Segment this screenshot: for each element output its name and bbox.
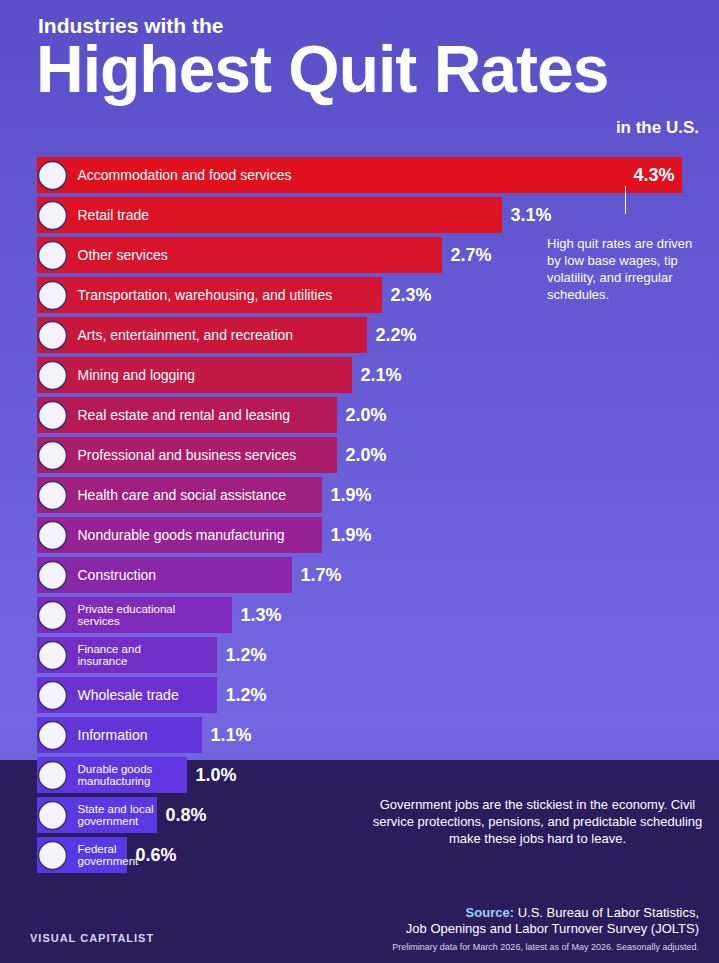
svg-text:3.1%: 3.1% [511,205,552,225]
html-text:Source: U.S. Bureau of Labor S: Source: U.S. Bureau of Labor Statistics,… [405,905,699,937]
svg-text:Private educationalservices: Private educationalservices [78,603,176,627]
html-text:in the U.S.: in the U.S. [615,118,699,137]
svg-text:0.8%: 0.8% [166,805,207,825]
svg-text:Information: Information [78,727,148,743]
html-text:High quit rates are driven by: High quit rates are driven by low base w… [547,236,693,302]
svg-text:Real estate and rental and lea: Real estate and rental and leasing [78,407,290,423]
svg-text:1.7%: 1.7% [301,565,342,585]
svg-text:1.2%: 1.2% [226,645,267,665]
svg-text:Retail trade: Retail trade [78,207,150,223]
svg-text:Accommodation and food service: Accommodation and food services [78,167,292,183]
svg-text:1.9%: 1.9% [331,485,372,505]
svg-text:Other services: Other services [78,247,168,263]
svg-text:Federalgovernment: Federalgovernment [78,843,140,867]
svg-text:1.2%: 1.2% [226,685,267,705]
html-text:VISUAL CAPITALIST: VISUAL CAPITALIST [30,932,155,944]
svg-text:Finance andinsurance: Finance andinsurance [78,643,141,667]
svg-text:4.3%: 4.3% [633,165,674,185]
svg-text:2.7%: 2.7% [451,245,492,265]
svg-text:Construction: Construction [78,567,157,583]
html-text:Highest Quit Rates: Highest Quit Rates [36,32,609,106]
html-text:Preliminary data for March 202: Preliminary data for March 2026, latest … [392,942,699,952]
svg-text:1.0%: 1.0% [196,765,237,785]
svg-text:2.1%: 2.1% [361,365,402,385]
svg-text:2.2%: 2.2% [376,325,417,345]
svg-text:1.9%: 1.9% [331,525,372,545]
svg-text:Durable goodsmanufacturing: Durable goodsmanufacturing [78,763,153,787]
svg-text:Professional and business serv: Professional and business services [78,447,297,463]
svg-text:1.1%: 1.1% [211,725,252,745]
svg-text:Mining and logging: Mining and logging [78,367,196,383]
html-text:Industries with the: Industries with the [38,14,224,37]
svg-text:Health care and social assista: Health care and social assistance [78,487,287,503]
html-text:Government jobs are the sticki: Government jobs are the stickiest in the… [372,797,703,846]
svg-text:Wholesale trade: Wholesale trade [78,687,179,703]
svg-text:2.0%: 2.0% [346,405,387,425]
svg-text:0.6%: 0.6% [136,845,177,865]
svg-text:2.0%: 2.0% [346,445,387,465]
svg-text:Arts, entertainment, and recre: Arts, entertainment, and recreation [78,327,294,343]
svg-text:State and localgovernment: State and localgovernment [78,803,154,827]
svg-text:Transportation, warehousing, a: Transportation, warehousing, and utiliti… [78,287,333,303]
svg-text:1.3%: 1.3% [241,605,282,625]
svg-text:Nondurable goods manufacturing: Nondurable goods manufacturing [78,527,285,543]
svg-text:2.3%: 2.3% [391,285,432,305]
